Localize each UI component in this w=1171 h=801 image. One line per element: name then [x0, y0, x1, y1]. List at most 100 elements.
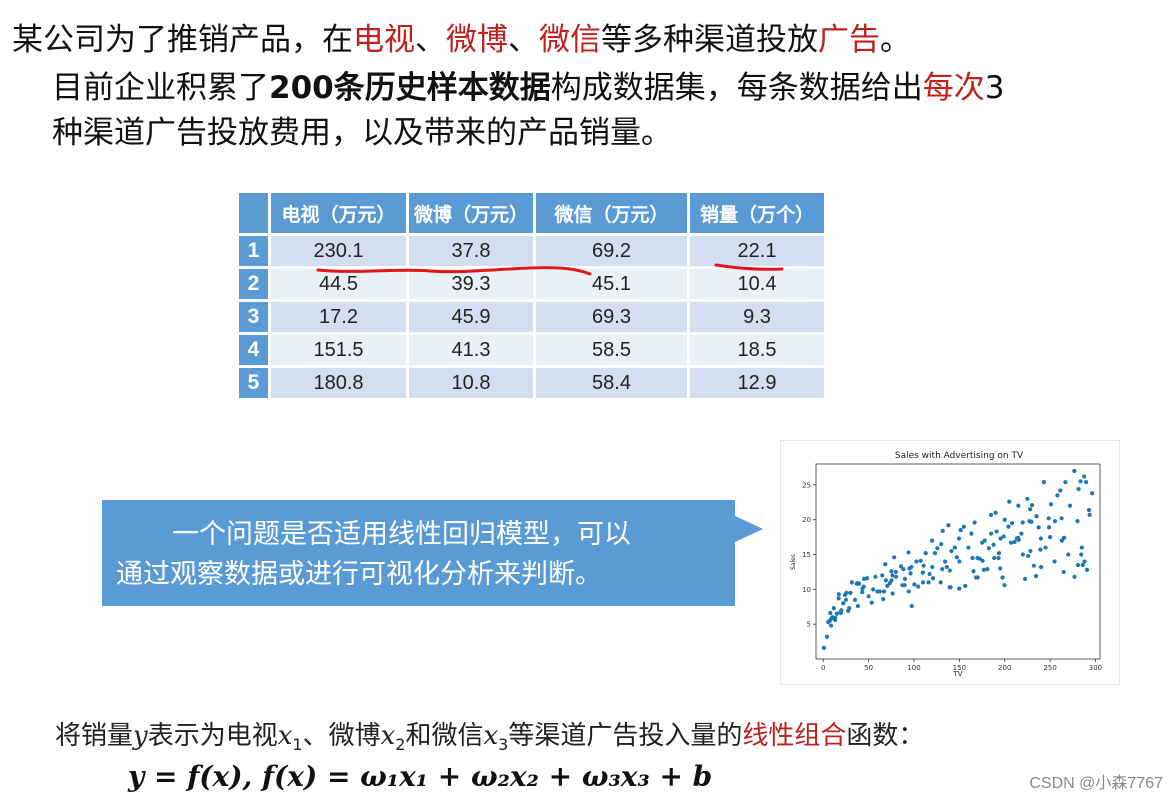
cell-weibo: 37.8 — [409, 236, 533, 266]
scatter-point — [1043, 545, 1048, 550]
scatter-point — [852, 597, 858, 602]
scatter-point — [844, 590, 849, 595]
scatter-point — [947, 568, 952, 573]
scatter-point — [909, 603, 914, 609]
row-index: 4 — [239, 335, 268, 365]
scatter-point — [902, 583, 907, 588]
scatter-point — [1001, 534, 1006, 539]
cell-tv: 151.5 — [271, 335, 406, 365]
scatter-point — [1090, 491, 1095, 496]
scatter-point — [881, 597, 886, 602]
scatter-point — [1059, 516, 1064, 521]
chart-title: Sales with Advertising on TV — [895, 451, 1024, 461]
scatter-point — [948, 585, 953, 590]
scatter-point — [958, 528, 963, 533]
separator: 、 — [508, 22, 539, 58]
scatter-point — [939, 541, 944, 547]
scatter-point — [849, 580, 854, 585]
scatter-point — [885, 583, 890, 588]
scatter-point — [1046, 516, 1051, 521]
scatter-point — [847, 606, 852, 611]
formula-text: 函数： — [846, 721, 925, 751]
x-axis-label: TV — [952, 670, 962, 678]
var-x2-sub: 2 — [395, 735, 406, 755]
scatter-point — [986, 546, 992, 551]
scatter-point — [890, 573, 895, 578]
scatter-point — [1029, 502, 1035, 508]
intro-line-1: 某公司为了推销产品，在电视、微博、微信等多种渠道投放广告。 — [12, 20, 911, 60]
scatter-point — [921, 563, 926, 568]
scatter-point — [866, 594, 871, 599]
scatter-point — [880, 573, 885, 578]
var-x2: x — [380, 721, 396, 751]
underline-row1-features — [316, 266, 592, 276]
scatter-point — [877, 589, 882, 594]
scatter-point — [938, 580, 943, 585]
scatter-point — [930, 538, 935, 543]
callout-line-1: 一个问题是否适用线性回归模型，可以 — [172, 519, 631, 550]
callout-line-2: 通过观察数据或进行可视化分析来判断。 — [116, 559, 602, 590]
highlight-tv: 电视 — [353, 22, 415, 58]
scatter-point — [1038, 547, 1043, 552]
scatter-point — [1012, 539, 1017, 545]
table-row: 2 44.5 39.3 45.1 10.4 — [239, 269, 824, 299]
scatter-point — [963, 583, 968, 588]
scatter-point — [1020, 552, 1025, 557]
scatter-point — [902, 576, 908, 582]
scatter-point — [998, 536, 1003, 541]
scatter-point — [1026, 553, 1031, 559]
scatter-point — [890, 591, 895, 596]
scatter-point — [930, 564, 935, 570]
underline-row1-sales — [714, 263, 784, 271]
cell-tv: 230.1 — [271, 236, 406, 266]
scatter-point — [981, 567, 986, 572]
scatter-point — [1082, 474, 1087, 479]
scatter-point — [1016, 503, 1021, 508]
row-index: 2 — [239, 269, 268, 299]
x-tick-label: 150 — [953, 664, 966, 672]
scatter-point — [970, 555, 975, 561]
scatter-point — [1036, 525, 1041, 530]
table-row: 4 151.5 41.3 58.5 18.5 — [239, 335, 824, 365]
intro-line-3: 种渠道广告投放费用，以及带来的产品销量。 — [52, 113, 672, 153]
cell-tv: 17.2 — [271, 302, 406, 332]
intro-line-2: 目前企业积累了200条历史样本数据构成数据集，每条数据给出每次3 — [52, 68, 1004, 108]
scatter-point — [1061, 569, 1066, 575]
cell-wechat: 69.2 — [536, 236, 687, 266]
scatter-point — [1016, 537, 1021, 543]
scatter-point — [1063, 480, 1068, 485]
scatter-point — [1055, 493, 1060, 498]
scatter-point — [946, 523, 951, 528]
scatter-point — [1041, 480, 1047, 485]
scatter-point — [1006, 524, 1011, 529]
row-index: 1 — [239, 236, 268, 266]
scatter-point — [966, 545, 971, 550]
scatter-point — [957, 559, 962, 564]
scatter-point — [940, 528, 945, 533]
scatter-point — [1052, 559, 1057, 564]
scatter-point — [1058, 488, 1063, 493]
scatter-point — [1000, 575, 1005, 580]
scatter-point — [1087, 512, 1092, 517]
scatter-point — [920, 580, 926, 585]
table-row: 3 17.2 45.9 69.3 9.3 — [239, 302, 824, 332]
scatter-point — [1033, 574, 1039, 579]
linear-equation: y = f(x), f(x) = ω₁x₁ + ω₂x₂ + ω₃x₃ + b — [128, 760, 713, 793]
cell-sales: 10.4 — [690, 269, 824, 299]
var-y: y — [133, 721, 148, 751]
scatter-point — [881, 589, 887, 594]
y-tick-label: 25 — [802, 481, 811, 489]
scatter-point — [839, 608, 844, 613]
scatter-point — [869, 600, 874, 605]
scatter-point — [824, 634, 830, 639]
formula-text: 等渠道广告投入量的 — [508, 721, 743, 751]
x-tick-label: 250 — [1043, 664, 1056, 672]
scatter-point — [1084, 567, 1090, 572]
var-x3-sub: 3 — [498, 735, 509, 755]
scatter-point — [1075, 562, 1081, 568]
highlight-wechat: 微信 — [539, 22, 601, 58]
tv-sales-scatter-chart: Sales with Advertising on TV 0 50 100 150 20… — [780, 440, 1120, 685]
scatter-point — [956, 536, 962, 541]
scatter-point — [923, 551, 928, 556]
scatter-point — [906, 550, 911, 555]
